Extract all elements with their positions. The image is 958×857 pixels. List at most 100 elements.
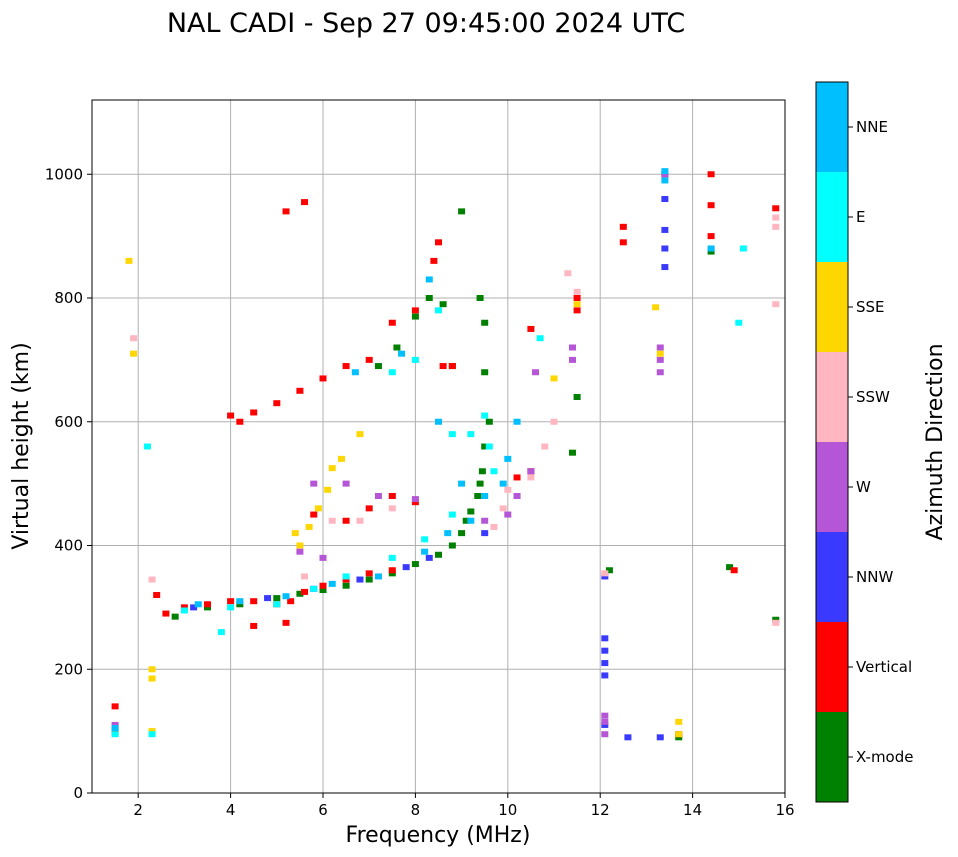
data-point xyxy=(388,570,396,577)
data-point xyxy=(439,301,447,308)
data-point xyxy=(527,474,535,481)
data-point xyxy=(365,356,373,363)
data-point xyxy=(499,505,507,512)
data-point xyxy=(601,718,609,725)
data-point xyxy=(374,363,382,370)
series-e xyxy=(111,245,747,738)
data-point xyxy=(319,375,327,382)
data-point xyxy=(273,595,281,602)
data-point xyxy=(250,622,258,629)
data-point xyxy=(421,536,429,543)
series-sse xyxy=(125,257,683,738)
data-point xyxy=(342,363,350,370)
data-point xyxy=(310,585,318,592)
data-point xyxy=(111,728,119,735)
chart-title: NAL CADI - Sep 27 09:45:00 2024 UTC xyxy=(167,8,685,39)
data-point xyxy=(707,202,715,209)
data-point xyxy=(227,412,235,419)
data-point xyxy=(328,465,336,472)
data-point xyxy=(485,443,493,450)
data-point xyxy=(513,474,521,481)
data-point xyxy=(467,508,475,515)
data-point xyxy=(148,666,156,673)
colorbar-segment xyxy=(816,442,848,532)
data-point xyxy=(374,493,382,499)
data-point xyxy=(411,496,419,503)
data-point xyxy=(485,418,493,425)
data-point xyxy=(388,369,396,376)
data-point xyxy=(217,629,225,636)
data-point xyxy=(656,734,664,741)
y-tick-label: 0 xyxy=(73,784,83,802)
data-point xyxy=(310,480,318,487)
data-point xyxy=(448,511,456,518)
colorbar-border xyxy=(815,81,849,803)
data-point xyxy=(490,468,498,475)
data-point xyxy=(402,564,410,571)
data-point xyxy=(356,576,364,583)
data-point xyxy=(393,344,401,351)
colorbar-segment xyxy=(816,622,848,712)
data-point xyxy=(319,554,327,561)
data-point xyxy=(319,587,327,594)
x-tick-label: 8 xyxy=(411,801,421,819)
data-point xyxy=(568,449,576,456)
data-point xyxy=(236,601,244,608)
y-tick-label: 600 xyxy=(54,413,83,431)
series-vertical xyxy=(111,171,780,738)
data-point xyxy=(153,592,161,598)
colorbar-label-w: W xyxy=(856,478,871,496)
data-point xyxy=(324,486,332,493)
data-point xyxy=(448,431,456,438)
colorbar-label-sse: SSE xyxy=(856,298,885,316)
data-point xyxy=(601,573,609,580)
data-point xyxy=(291,530,299,537)
data-point xyxy=(301,199,309,206)
data-point xyxy=(656,369,664,376)
x-tick-label: 16 xyxy=(775,801,794,819)
data-point xyxy=(328,517,336,524)
x-tick-label: 2 xyxy=(133,801,143,819)
data-point xyxy=(301,588,309,595)
data-point xyxy=(342,582,350,589)
data-point xyxy=(573,288,581,295)
data-point xyxy=(513,493,521,499)
data-point xyxy=(478,468,486,475)
data-point xyxy=(601,660,609,667)
data-point xyxy=(421,548,429,555)
data-point xyxy=(707,245,715,252)
y-tick-label: 800 xyxy=(54,289,83,307)
data-point xyxy=(735,319,743,326)
data-point xyxy=(356,517,364,524)
data-point xyxy=(264,595,272,602)
data-point xyxy=(314,505,322,512)
data-point xyxy=(227,598,235,605)
data-point xyxy=(388,567,396,574)
data-point xyxy=(462,517,470,524)
data-points xyxy=(111,168,780,741)
data-point xyxy=(481,443,489,450)
data-point xyxy=(411,561,419,568)
data-point xyxy=(180,607,188,614)
data-point xyxy=(430,257,438,264)
data-point xyxy=(365,570,373,577)
data-point xyxy=(162,610,170,617)
data-point xyxy=(435,551,442,558)
colorbar-label-e: E xyxy=(856,208,865,226)
data-point xyxy=(296,590,304,597)
data-point xyxy=(481,493,489,499)
colorbar-segment xyxy=(816,172,848,262)
data-point xyxy=(481,517,489,524)
data-point xyxy=(601,731,609,738)
colorbar-segment xyxy=(816,352,848,442)
data-point xyxy=(772,223,780,230)
data-point xyxy=(527,325,535,332)
data-point xyxy=(148,675,156,682)
series-ssw xyxy=(130,214,780,626)
data-point xyxy=(398,350,406,357)
data-point xyxy=(388,554,396,561)
data-point xyxy=(374,573,382,580)
data-point xyxy=(675,734,683,741)
data-point xyxy=(527,468,535,475)
